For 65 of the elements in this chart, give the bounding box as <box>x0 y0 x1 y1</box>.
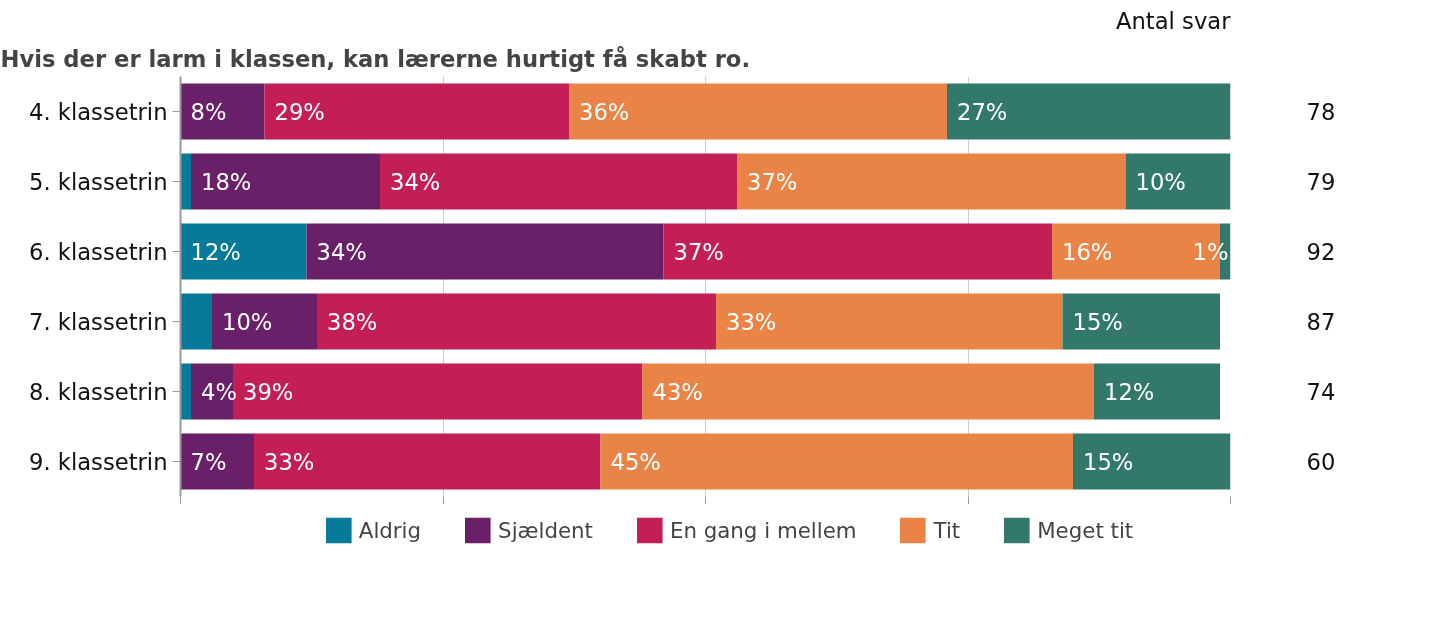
y-tick-label: 6. klassetrin <box>28 238 168 265</box>
data-label: 10% <box>222 308 273 335</box>
data-label: 18% <box>201 168 252 195</box>
bar <box>737 153 1126 210</box>
bar <box>1125 153 1231 210</box>
data-label: 38% <box>327 308 378 335</box>
bar <box>212 293 317 350</box>
bar <box>380 153 737 210</box>
data-label: 36% <box>579 98 630 125</box>
legend-label: Meget tit <box>1037 517 1134 543</box>
text: 79 <box>1306 169 1336 195</box>
bar <box>317 293 716 350</box>
bar <box>947 83 1231 140</box>
y-tick-label: 9. klassetrin <box>28 448 168 475</box>
bar <box>180 83 265 140</box>
data-label: 29% <box>274 98 325 125</box>
data-label: 33% <box>264 448 315 475</box>
bar <box>1062 293 1220 350</box>
bar <box>180 293 212 350</box>
data-label: 37% <box>747 168 798 195</box>
bar <box>716 293 1063 350</box>
bar <box>306 223 664 280</box>
bar <box>1094 363 1220 420</box>
bar <box>642 363 1094 420</box>
y-tick-label: 8. klassetrin <box>28 378 168 405</box>
bar <box>191 153 380 210</box>
data-label: 7% <box>190 448 227 475</box>
data-label: 27% <box>957 98 1008 125</box>
data-label: 12% <box>190 238 241 265</box>
data-label: 15% <box>1083 448 1134 475</box>
bar <box>264 83 569 140</box>
data-label: 10% <box>1135 168 1186 195</box>
text: Antal svar <box>1115 7 1232 34</box>
bar <box>600 433 1073 490</box>
y-tick-label: 7. klassetrin <box>28 308 168 335</box>
data-label: 39% <box>243 378 294 405</box>
legend-label: En gang i mellem <box>669 517 857 543</box>
data-label: 37% <box>673 238 724 265</box>
text: 92 <box>1306 239 1336 265</box>
bar <box>1073 433 1231 490</box>
bar <box>663 223 1052 280</box>
text: 87 <box>1306 309 1336 335</box>
data-label: 45% <box>610 448 661 475</box>
chart-title: Hvis der er larm i klassen, kan lærerne hurtigt få skabt ro. <box>0 45 750 72</box>
legend-label: Sjældent <box>498 517 593 543</box>
bar <box>180 433 254 490</box>
data-label: 4% <box>201 378 237 405</box>
bar <box>254 433 601 490</box>
bar <box>569 83 947 140</box>
data-label: 12% <box>1104 378 1155 405</box>
legend-label: Tit <box>933 517 961 543</box>
bar <box>180 223 307 280</box>
y-tick-label: 4. klassetrin <box>28 98 168 125</box>
data-label: 34% <box>390 168 441 195</box>
text: 74 <box>1306 379 1336 405</box>
text: 78 <box>1306 99 1336 125</box>
y-tick-label: 5. klassetrin <box>28 168 168 195</box>
legend-label: Aldrig <box>358 517 422 543</box>
data-label: 43% <box>652 378 703 405</box>
text: 60 <box>1306 449 1336 475</box>
data-label: 8% <box>190 98 227 125</box>
data-label: 33% <box>726 308 777 335</box>
data-label: 16% <box>1062 238 1113 265</box>
data-label: 34% <box>316 238 367 265</box>
data-label: 15% <box>1072 308 1123 335</box>
